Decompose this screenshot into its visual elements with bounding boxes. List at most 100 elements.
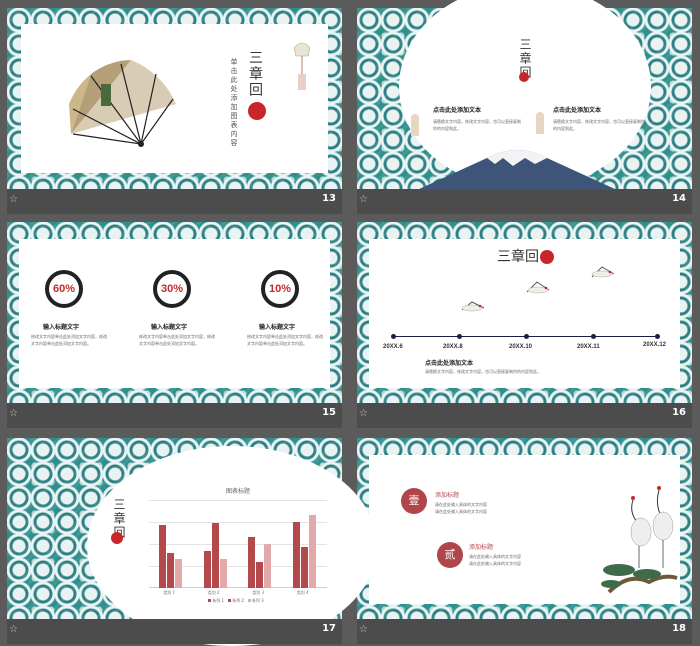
x-tick-label: 类别 3 (252, 590, 265, 595)
slide-caption-bar: ☆ 15 (7, 403, 342, 428)
timeline-dot (524, 334, 529, 339)
legend-swatch (247, 599, 251, 602)
mount-fuji-image (417, 150, 617, 190)
text-body: 请替换文字内容，修改文字内容，也可以直接复制你的内容到此。 (425, 369, 541, 374)
red-sun-circle (248, 102, 266, 120)
text-heading: 点击此处添加文本 (433, 107, 482, 114)
text-heading: 点击此处添加文本 (425, 360, 474, 367)
transition-star-icon: ☆ (359, 408, 368, 419)
slide-thumbnail-15[interactable]: 60% 输入标题文字 修改文字内容单击此处添加文字内容，修改文字内容单击此处添加… (7, 222, 342, 428)
x-tick-label: 类别 2 (207, 590, 220, 595)
timeline-dot (457, 334, 462, 339)
item-text-1: 添加标题 请在此处输入具体的文字内容 请在此处输入具体的文字内容 (435, 490, 545, 515)
red-sun-circle (111, 532, 123, 544)
text-block-left: 点击此处添加文本 请替换文字内容，修改文字内容，也可以直接复制你的内容到此。 (433, 105, 523, 132)
timeline-date: 20XX.6 (383, 344, 403, 350)
chart-title: 图表标题 (225, 488, 250, 495)
stat-value: 30% (160, 283, 184, 295)
slide-caption-bar: ☆ 13 (7, 189, 342, 214)
stat-label: 输入标题文字 (43, 324, 80, 331)
x-tick-label: 类别 1 (163, 590, 176, 595)
slide-caption-bar: ☆ 14 (357, 189, 692, 214)
item-heading: 添加标题 (435, 492, 460, 499)
wind-chime-icon (411, 114, 419, 136)
chart-bar (300, 546, 308, 588)
slide-thumbnail-18[interactable]: 壹 添加标题 请在此处输入具体的文字内容 请在此处输入具体的文字内容 贰 添加标… (357, 438, 692, 644)
legend-label: 系列 2 (232, 598, 244, 603)
timeline-dot (655, 334, 660, 339)
slide-thumbnail-17[interactable]: 三章回 图表标题 类别 1 类别 2 类别 3 类别 4 系列 1 系列 2 系列 3 ☆… (7, 438, 377, 646)
stat-label: 输入标题文字 (151, 324, 188, 331)
transition-star-icon: ☆ (9, 624, 18, 635)
item-line: 请在此处输入具体的文字内容 (469, 561, 521, 566)
slide-thumbnail-13[interactable]: 三章回 单击此处添加图表内容 ☆ 13 (7, 8, 342, 214)
wind-chime-icon (293, 42, 311, 90)
legend-item: 系列 1 (208, 598, 224, 604)
timeline-dot (391, 334, 396, 339)
wind-chime-icon (536, 112, 544, 134)
text-body: 请替换文字内容，修改文字内容，也可以直接复制你的内容到此。 (553, 119, 645, 131)
transition-star-icon: ☆ (359, 194, 368, 205)
item-line: 请在此处输入具体的文字内容 (435, 509, 487, 514)
item-line: 请在此处输入具体的文字内容 (469, 554, 521, 559)
progress-ring: 10% (261, 270, 299, 308)
item-badge: 壹 (401, 488, 427, 514)
slide-caption-bar: ☆ 18 (357, 619, 692, 644)
slide-canvas (87, 446, 377, 646)
item-badge: 贰 (437, 542, 463, 568)
slide-number: 13 (322, 193, 336, 204)
stat-body: 修改文字内容单击此处添加文字内容，修改文字内容单击此处添加文字内容。 (31, 334, 107, 346)
transition-star-icon: ☆ (9, 408, 18, 419)
legend-swatch (228, 599, 232, 602)
chart-bar (203, 551, 211, 588)
stat-body: 修改文字内容单击此处添加文字内容，修改文字内容单击此处添加文字内容。 (139, 334, 215, 346)
text-heading: 点击此处添加文本 (553, 107, 602, 114)
progress-ring: 30% (153, 270, 191, 308)
red-sun-circle (540, 250, 554, 264)
stat-body: 修改文字内容单击此处添加文字内容，修改文字内容单击此处添加文字内容。 (247, 334, 323, 346)
item-heading: 添加标题 (469, 544, 494, 551)
transition-star-icon: ☆ (9, 194, 18, 205)
legend-label: 系列 3 (251, 598, 264, 603)
chart-bar (219, 558, 227, 588)
chart-bar (292, 522, 300, 588)
bar-chart: 图表标题 类别 1 类别 2 类别 3 类别 4 系列 1 系列 2 系列 3 (143, 486, 333, 606)
chapter-title: 三章回 (247, 50, 263, 98)
chart-bar (175, 558, 183, 588)
progress-ring: 60% (45, 270, 83, 308)
slide-thumbnail-16[interactable]: 三章回 20XX.6 20XX.8 20XX.10 20XX.11 20XX.1… (357, 222, 692, 428)
x-axis-line (149, 587, 327, 588)
chart-plot-area (149, 500, 327, 588)
chart-bar (211, 523, 219, 588)
slide-canvas (369, 239, 680, 388)
chart-bar (308, 514, 316, 588)
folding-fan-image (69, 60, 176, 147)
slide-number: 14 (672, 193, 686, 204)
slide-thumbnail-14[interactable]: 三章回 点击此处添加文本 请替换文字内容，修改文字内容，也可以直接复制你的内容到… (357, 0, 692, 214)
slide-canvas: 三章回 单击此处添加图表内容 (21, 24, 328, 173)
legend-label: 系列 1 (212, 598, 225, 603)
badge-text: 贰 (444, 548, 456, 561)
slide-number: 17 (322, 623, 336, 634)
slide-number: 18 (672, 623, 686, 634)
badge-text: 壹 (408, 494, 420, 507)
chart-bar (167, 552, 175, 588)
item-text-2: 添加标题 请在此处输入具体的文字内容 请在此处输入具体的文字内容 (469, 542, 579, 567)
slide-number: 16 (672, 407, 686, 418)
chart-legend: 系列 1 系列 2 系列 3 (143, 598, 333, 604)
slide-caption-bar: ☆ 17 (7, 619, 342, 644)
chapter-title: 三章回 (112, 498, 126, 540)
chapter-title: 三章回 (497, 249, 539, 265)
gridline (149, 522, 327, 523)
chart-bar (264, 544, 272, 588)
chapter-title: 三章回 (518, 38, 532, 80)
timeline-date: 20XX.12 (643, 342, 667, 348)
legend-item: 系列 2 (228, 598, 244, 604)
stat-value: 10% (268, 283, 292, 295)
timeline-date: 20XX.8 (443, 344, 463, 350)
legend-swatch (208, 599, 212, 602)
stat-value: 60% (52, 283, 76, 295)
gridline (149, 500, 327, 501)
chart-bar (159, 524, 167, 588)
timeline-dot (591, 334, 596, 339)
